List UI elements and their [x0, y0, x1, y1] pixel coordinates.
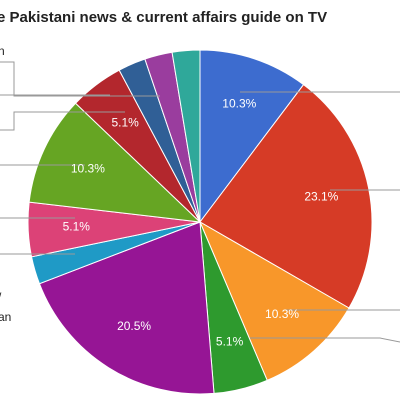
leader-line [0, 111, 125, 131]
value-label: 10.3% [71, 162, 105, 176]
label-fragment: n [0, 44, 5, 58]
pie-slice [199, 49, 305, 224]
value-label: 10.3% [222, 97, 256, 111]
value-label: 5.1% [111, 116, 139, 130]
pie-slice [199, 83, 373, 309]
pie-slice [198, 220, 350, 381]
leader-lines [0, 61, 400, 343]
value-labels: 10.3% 23.1% 10.3% 5.1% 20.5% 5.1% 10.3% 5.1% [63, 97, 339, 349]
value-label: 20.5% [117, 319, 151, 333]
value-label: 5.1% [63, 220, 91, 234]
value-label: 10.3% [265, 307, 299, 321]
pie [27, 49, 373, 395]
pie-slice [171, 49, 201, 223]
label-fragment: / [0, 290, 2, 304]
leader-line [250, 337, 400, 343]
pie-slice [38, 221, 215, 395]
value-label: 5.1% [216, 334, 244, 348]
value-label: 23.1% [304, 189, 338, 203]
chart-title: e Pakistani news & current affairs guide… [0, 9, 327, 26]
label-fragment: an [0, 310, 11, 324]
pie-slice [28, 102, 202, 223]
leader-line [0, 61, 160, 97]
